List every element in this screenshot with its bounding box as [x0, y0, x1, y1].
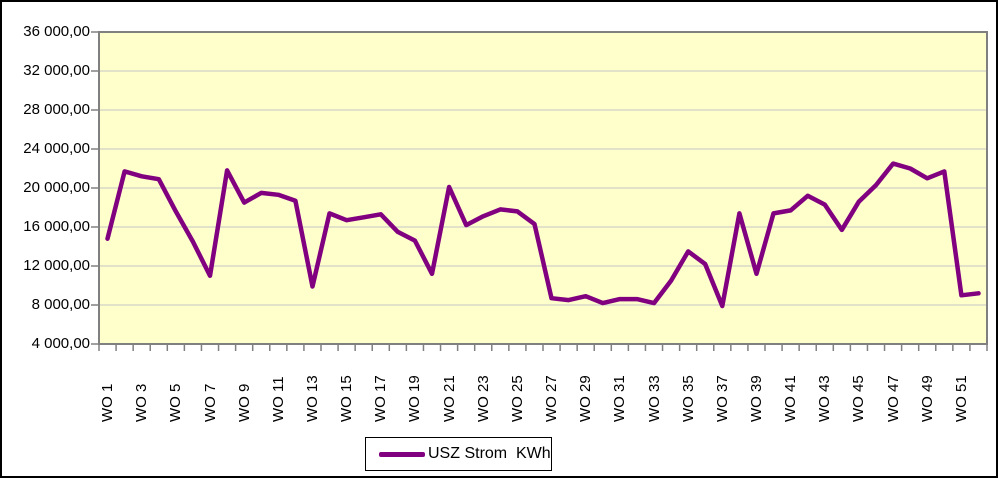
y-tick-label: 36 000,00 — [23, 23, 90, 40]
x-tick-label: WO 27 — [543, 375, 561, 422]
x-tick-label: WO 35 — [679, 375, 697, 422]
y-tick-label: 12 000,00 — [23, 257, 90, 274]
usz-strom-series-line — [105, 161, 981, 309]
x-tick-label: WO 29 — [577, 375, 595, 422]
x-tick-label: WO 47 — [884, 375, 902, 422]
x-tick-label: WO 23 — [474, 375, 492, 422]
y-tick-label: 28 000,00 — [23, 101, 90, 118]
y-tick-label: 8 000,00 — [31, 296, 90, 313]
series-line-swatch — [379, 451, 425, 457]
x-tick-label: WO 1 — [99, 383, 117, 422]
x-tick-label: WO 41 — [782, 375, 800, 422]
x-tick-label: WO 51 — [952, 375, 970, 422]
y-tick-label: 4 000,00 — [31, 335, 90, 352]
x-tick-label: WO 5 — [167, 383, 185, 422]
y-tick-label: 20 000,00 — [23, 179, 90, 196]
x-tick-label: WO 33 — [645, 375, 663, 422]
legend-label: USZ Strom KWh — [428, 445, 551, 462]
x-tick-label: WO 43 — [816, 375, 834, 422]
y-tick-label: 32 000,00 — [23, 62, 90, 79]
x-tick-label: WO 9 — [235, 383, 253, 422]
x-tick-label: WO 25 — [508, 375, 526, 422]
x-tick-label: WO 15 — [338, 375, 356, 422]
x-tick-label: WO 19 — [406, 375, 424, 422]
x-tick-label: WO 17 — [372, 375, 390, 422]
x-tick-label: WO 45 — [850, 375, 868, 422]
x-tick-label: WO 13 — [303, 375, 321, 422]
x-tick-label: WO 49 — [918, 375, 936, 422]
y-tick-label: 24 000,00 — [23, 140, 90, 157]
x-tick-label: WO 21 — [440, 375, 458, 422]
legend: USZ Strom KWh — [365, 437, 552, 471]
x-tick-label: WO 3 — [133, 383, 151, 422]
x-tick-label: WO 11 — [269, 376, 287, 422]
x-tick-label: WO 7 — [201, 383, 219, 422]
x-tick-label: WO 39 — [747, 375, 765, 422]
y-tick-label: 16 000,00 — [23, 218, 90, 235]
x-tick-label: WO 37 — [713, 375, 731, 422]
x-tick-label: WO 31 — [611, 375, 629, 422]
